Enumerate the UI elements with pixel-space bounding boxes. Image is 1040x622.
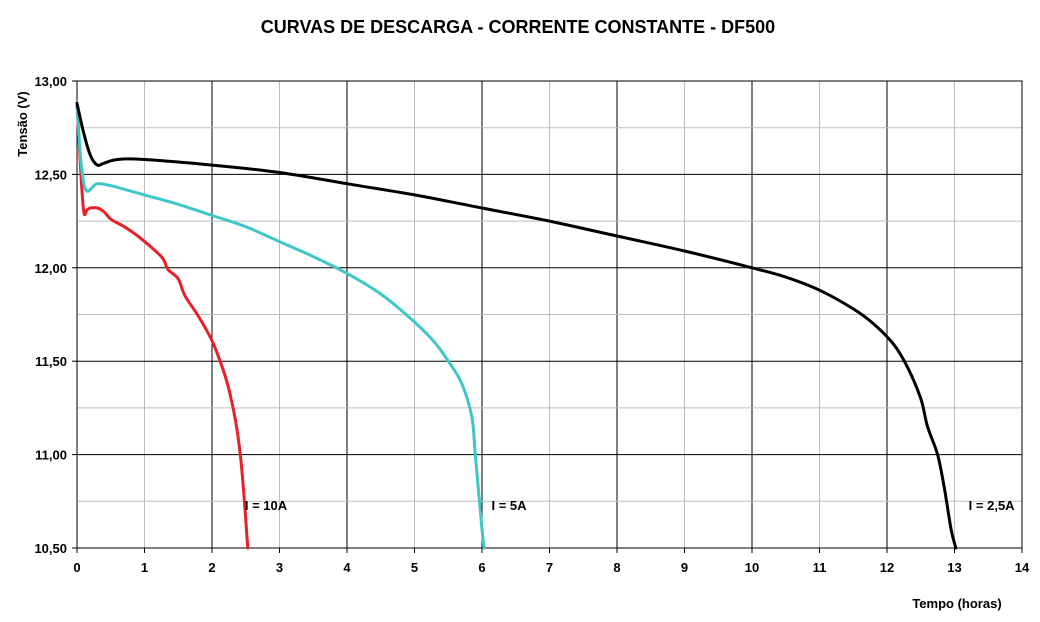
series-label-1: I = 10A <box>245 498 288 513</box>
chart-grid <box>77 81 1022 548</box>
x-tick-label: 11 <box>813 560 827 575</box>
series-label-3: I = 2,5A <box>969 498 1015 513</box>
x-tick-label: 4 <box>343 560 351 575</box>
series-labels: I = 10A I = 5A I = 2,5A <box>245 498 1015 513</box>
x-tick-label: 5 <box>411 560 418 575</box>
y-tick-label: 10,50 <box>34 541 67 556</box>
y-tick-label: 11,50 <box>35 354 67 369</box>
y-tick-label: 12,00 <box>34 261 67 276</box>
y-tick-label: 12,50 <box>34 167 67 182</box>
chart-title: CURVAS DE DESCARGA - CORRENTE CONSTANTE … <box>261 17 775 37</box>
y-tick-label: 11,00 <box>35 448 67 463</box>
x-tick-label: 7 <box>546 560 553 575</box>
x-tick-label: 1 <box>141 560 148 575</box>
series-layer <box>75 101 958 550</box>
x-tick-label: 2 <box>208 560 215 575</box>
y-tick-label: 13,00 <box>34 74 67 89</box>
y-axis-label: Tensão (V) <box>15 91 30 157</box>
series-line-1 <box>75 101 250 550</box>
x-tick-label: 12 <box>880 560 894 575</box>
series-line-3 <box>75 101 958 550</box>
x-tick-label: 0 <box>73 560 80 575</box>
x-tick-label: 9 <box>681 560 688 575</box>
x-tick-label: 14 <box>1015 560 1030 575</box>
x-tick-label: 8 <box>613 560 620 575</box>
x-tick-label: 10 <box>745 560 759 575</box>
tick-labels: 0 1 2 3 4 5 6 7 8 9 10 11 12 13 1410,5011,0011,5012,00… <box>34 74 1030 575</box>
x-tick-label: 3 <box>276 560 283 575</box>
x-axis-label: Tempo (horas) <box>912 596 1001 611</box>
series-line-2 <box>75 101 486 550</box>
x-tick-label: 13 <box>947 560 961 575</box>
x-tick-label: 6 <box>478 560 485 575</box>
series-label-2: I = 5A <box>491 498 527 513</box>
